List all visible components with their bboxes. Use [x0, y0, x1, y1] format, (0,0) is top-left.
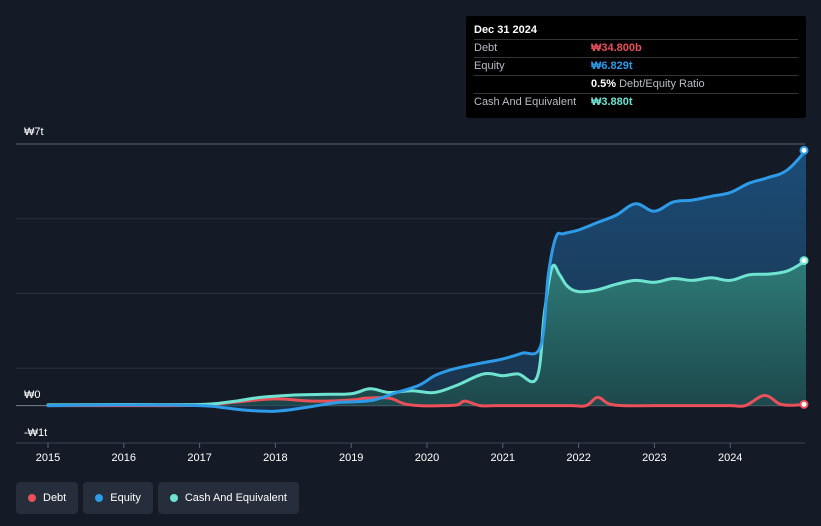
tooltip-label: Debt: [474, 42, 498, 54]
tooltip-row-equity: Equity ₩6.829t: [474, 58, 798, 76]
legend-item-equity[interactable]: Equity: [83, 482, 153, 514]
chart-legend: Debt Equity Cash And Equivalent: [16, 482, 299, 514]
ratio-value: 0.5%: [591, 78, 617, 90]
line-debt: [46, 394, 808, 408]
x-tick-label: 2016: [112, 452, 136, 464]
tooltip-label: Cash And Equivalent: [474, 96, 577, 108]
tooltip-label: Equity: [474, 60, 505, 72]
tooltip-row-debt: Debt ₩34.800b: [474, 40, 798, 58]
y-label-top: ₩7t: [24, 126, 44, 138]
x-axis-ticks: 2015 2016 2017 2018 2019 2020 2021 2022 2023 2024: [36, 443, 742, 464]
x-tick-label: 2018: [263, 452, 287, 464]
x-tick-label: 2015: [36, 452, 60, 464]
legend-dot-cash: [169, 494, 178, 502]
x-tick-label: 2024: [718, 452, 742, 464]
tooltip-row-ratio: 0.5% Debt/Equity Ratio: [474, 76, 798, 94]
legend-dot-debt: [28, 494, 36, 502]
legend-item-debt[interactable]: Debt: [16, 482, 79, 514]
x-tick-label: 2017: [187, 452, 211, 464]
endpoint-equity: [799, 145, 809, 155]
legend-label: Debt: [43, 492, 67, 504]
tooltip-value-debt: ₩34.800b: [591, 42, 642, 54]
tooltip-row-cash: Cash And Equivalent ₩3.880t: [474, 94, 798, 111]
tooltip-label: [474, 76, 591, 93]
tooltip-value-cash: ₩3.880t: [591, 96, 633, 108]
x-tick-label: 2023: [642, 452, 666, 464]
series-endpoints: [799, 145, 809, 409]
x-tick-label: 2019: [339, 452, 363, 464]
x-tick-label: 2021: [491, 452, 515, 464]
legend-dot-equity: [95, 494, 104, 502]
y-axis-labels: ₩7t ₩0 -₩1t: [24, 126, 47, 439]
line-cash-and-equivalent: [46, 259, 808, 407]
endpoint-debt: [799, 399, 809, 409]
legend-label: Cash And Equivalent: [184, 492, 287, 504]
line-equity: [46, 148, 808, 413]
ratio-label: Debt/Equity Ratio: [619, 78, 705, 90]
tooltip-value-equity: ₩6.829t: [591, 60, 633, 72]
endpoint-cash-and-equivalent: [799, 256, 809, 266]
data-tooltip: Dec 31 2024 Debt ₩34.800b Equity ₩6.829t…: [466, 16, 806, 118]
tooltip-date: Dec 31 2024: [474, 22, 798, 40]
y-label-bottom: -₩1t: [24, 427, 47, 439]
tooltip-value-ratio: 0.5% Debt/Equity Ratio: [591, 76, 705, 93]
series-lines: [46, 148, 808, 413]
legend-label: Equity: [110, 492, 141, 504]
area-cash-and-equivalent: [48, 260, 806, 406]
x-tick-label: 2022: [566, 452, 590, 464]
legend-item-cash[interactable]: Cash And Equivalent: [157, 482, 299, 514]
y-label-zero: ₩0: [24, 389, 41, 401]
x-tick-label: 2020: [415, 452, 439, 464]
